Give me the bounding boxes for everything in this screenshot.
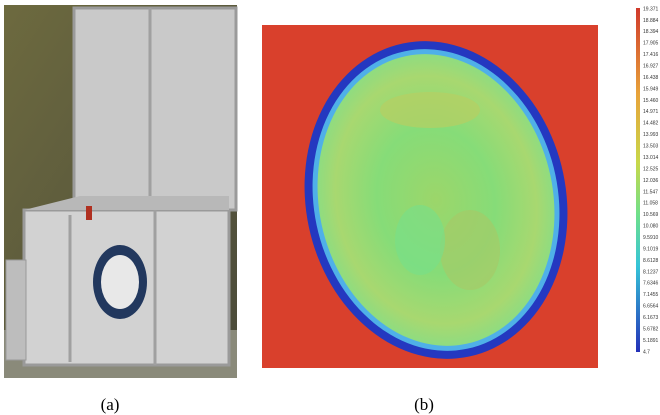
colorbar-label: 13.503 <box>643 144 659 150</box>
colorbar-label: 18.884 <box>643 18 659 24</box>
colorbar-label: 7.6346 <box>643 281 659 287</box>
colorbar-label: 19.371 <box>643 6 659 12</box>
colorbar-label: 16.927 <box>643 63 659 69</box>
colorbar-label: 12.036 <box>643 178 659 184</box>
colorbar <box>636 8 640 352</box>
colorbar-label: 10.080 <box>643 224 659 230</box>
colorbar-label: 18.394 <box>643 29 659 35</box>
colorbar-label: 8.6128 <box>643 258 659 264</box>
colorbar-label: 9.5910 <box>643 235 659 241</box>
colorbar-label: 7.1455 <box>643 292 659 298</box>
colorbar-label: 16.438 <box>643 75 659 81</box>
colorbar-label: 15.460 <box>643 98 659 104</box>
photo <box>4 5 238 378</box>
colorbar-label: 11.547 <box>643 189 658 195</box>
colorbar-label: 4.7 <box>643 349 650 355</box>
colorbar-label: 5.1891 <box>643 338 659 344</box>
colorbar-label: 11.058 <box>643 201 658 207</box>
colorbar-label: 6.1673 <box>643 315 659 321</box>
colorbar-label: 15.949 <box>643 86 659 92</box>
panel-label: (b) <box>414 395 434 414</box>
colorbar-label: 13.014 <box>643 155 659 161</box>
colorbar-label: 17.416 <box>643 52 659 58</box>
colorbar-label: 5.6782 <box>643 326 659 332</box>
colorbar-label: 9.1019 <box>643 246 659 252</box>
heat-map <box>262 25 598 368</box>
colorbar-label: 17.905 <box>643 41 659 47</box>
colorbar-label: 10.569 <box>643 212 659 218</box>
colorbar-label: 14.482 <box>643 121 659 127</box>
colorbar-label: 12.525 <box>643 166 659 172</box>
colorbar-label: 8.1237 <box>643 269 659 275</box>
colorbar-label: 6.6564 <box>643 304 659 310</box>
panel-label: (a) <box>101 395 120 414</box>
colorbar-label: 13.993 <box>643 132 659 138</box>
colorbar-label: 14.971 <box>643 109 659 115</box>
